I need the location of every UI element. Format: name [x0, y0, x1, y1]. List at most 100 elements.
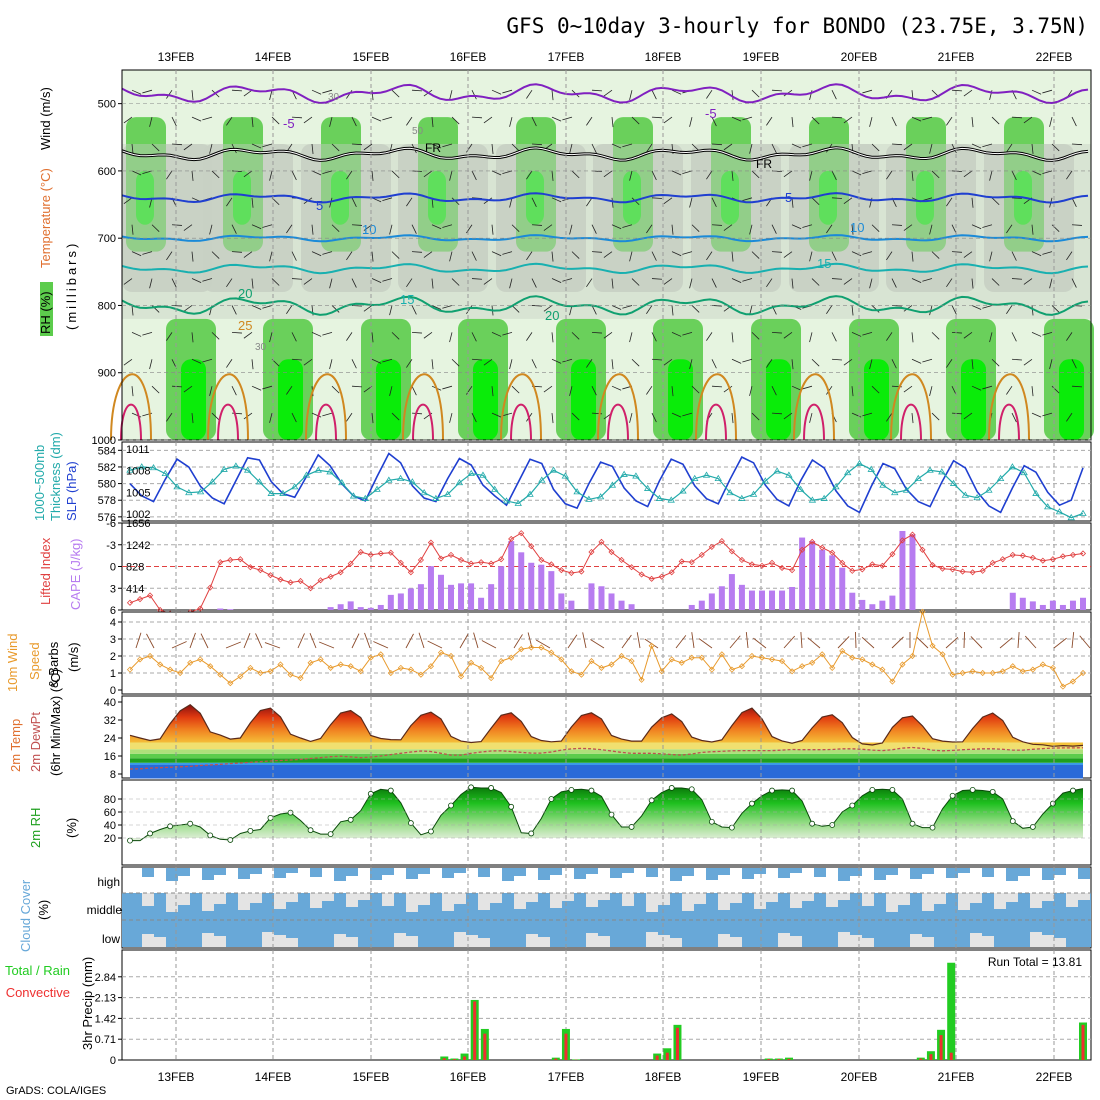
wind-barb: [811, 116, 820, 125]
wind-speed-point: [768, 656, 776, 663]
wind-barb: [1071, 224, 1083, 226]
wind-barb: [851, 305, 854, 316]
wind-barb: [742, 197, 753, 201]
wind-barb: [183, 305, 193, 312]
thickness-point: [796, 485, 805, 492]
contour-label: 30: [328, 92, 340, 103]
precip-convective-bar: [564, 1033, 568, 1060]
wind-barb: [1071, 278, 1077, 288]
contour-30: [900, 403, 922, 441]
wind-speed-point: [387, 669, 394, 677]
wind-barb: [131, 331, 142, 337]
precip-convective-bar: [777, 1059, 781, 1060]
cloud-cover-label: Cloud Cover: [18, 879, 33, 952]
wind-speed-point: [417, 671, 424, 678]
cape-bar: [528, 562, 535, 610]
thickness-point: [396, 474, 405, 481]
wind-barb: [869, 116, 873, 127]
thickness-point: [361, 494, 370, 501]
wind-barb: [971, 143, 982, 149]
wind-barb: [269, 332, 273, 343]
cloud-high-bar: [1054, 868, 1066, 875]
thickness-point: [491, 485, 499, 492]
wind-barb: [466, 385, 473, 395]
lifted-index-point: [337, 569, 344, 576]
cloud-high-bar: [238, 868, 250, 879]
tick-label: 1: [110, 668, 116, 680]
lifted-index-point: [447, 551, 455, 558]
thickness-label-1: 1000~500mb: [32, 445, 47, 521]
wind-barb: [766, 116, 773, 126]
rh-point: [608, 811, 615, 818]
wind-barb: [243, 632, 251, 649]
thickness-point: [573, 488, 581, 495]
thickness-point: [561, 472, 570, 479]
wind-barb: [1049, 116, 1053, 127]
wind-barb: [543, 385, 553, 393]
lifted-index-point: [417, 556, 424, 564]
wind-speed-point: [789, 668, 796, 675]
wind-barb: [922, 358, 933, 363]
wind-barb: [511, 224, 520, 232]
wind-barb: [651, 358, 663, 361]
wind-barb: [371, 170, 374, 181]
wind-barb: [191, 251, 194, 262]
wind-barb: [171, 224, 183, 226]
lifted-index-point: [197, 605, 204, 612]
contour-labels: -5 -5 FR FR 5 5 10 10 15 15 20 20 25 30 …: [238, 92, 864, 353]
wind-barb: [711, 385, 723, 388]
wind-barb: [771, 89, 783, 92]
wind-barb: [449, 332, 453, 343]
wind-barb: [1011, 412, 1017, 423]
day-label: 13FEB: [158, 50, 195, 64]
lifted-index-point: [267, 572, 274, 579]
thickness-point: [196, 488, 205, 495]
cape-bar: [377, 604, 384, 610]
wind-barb: [731, 251, 734, 262]
wind-barb: [391, 251, 400, 259]
lifted-index-point: [849, 567, 856, 574]
wind-barb: [1031, 170, 1042, 176]
wind-barb: [225, 641, 242, 649]
tick-label-right: 828: [126, 562, 144, 574]
wind-barb: [742, 116, 753, 121]
wind-10m-panel: 4 3 2 1 0 10m Wind Speed & Barbs (m/s): [5, 608, 1092, 697]
wind-barb: [491, 224, 494, 235]
wind-barb: [1031, 305, 1034, 316]
thickness-point: [761, 477, 770, 484]
thickness-point: [891, 488, 899, 496]
lifted-index-point: [728, 548, 735, 555]
wind-barb: [411, 331, 423, 334]
wind-barb: [202, 358, 213, 363]
cape-bar: [608, 593, 615, 610]
wind-barb: [963, 412, 973, 420]
wind-speed-point: [748, 652, 756, 660]
wind-speed-point: [277, 661, 284, 668]
rh-point: [287, 809, 294, 816]
lifted-index-point: [688, 559, 695, 566]
cloud-low-gap: [658, 935, 670, 947]
wind-barb: [211, 412, 220, 421]
wind-barb: [551, 278, 562, 283]
wind-barb: [991, 197, 1000, 206]
wind-barb: [929, 143, 933, 154]
axes: 584 582 580 578 576 1011 1008 1005 1002: [98, 444, 151, 524]
wind-speed-point: [457, 673, 465, 680]
wind-barb: [526, 89, 533, 99]
lifted-index-point: [227, 556, 234, 564]
cape-bar: [849, 592, 856, 610]
cloud-high-bar: [910, 868, 922, 879]
precip-convective-bar: [463, 1056, 467, 1060]
wind-barb: [331, 385, 340, 394]
wind-barb: [311, 331, 322, 337]
wind-barb: [209, 386, 213, 396]
wind-barb: [751, 251, 760, 259]
wind-barb: [802, 143, 813, 148]
wind-barb: [783, 635, 796, 649]
wind-barb: [831, 332, 837, 342]
cape-bar: [1009, 592, 1016, 610]
wind-barb: [771, 412, 783, 415]
wind-barb: [1031, 89, 1042, 95]
wind-barb: [389, 305, 393, 316]
thickness-point: [620, 470, 628, 477]
